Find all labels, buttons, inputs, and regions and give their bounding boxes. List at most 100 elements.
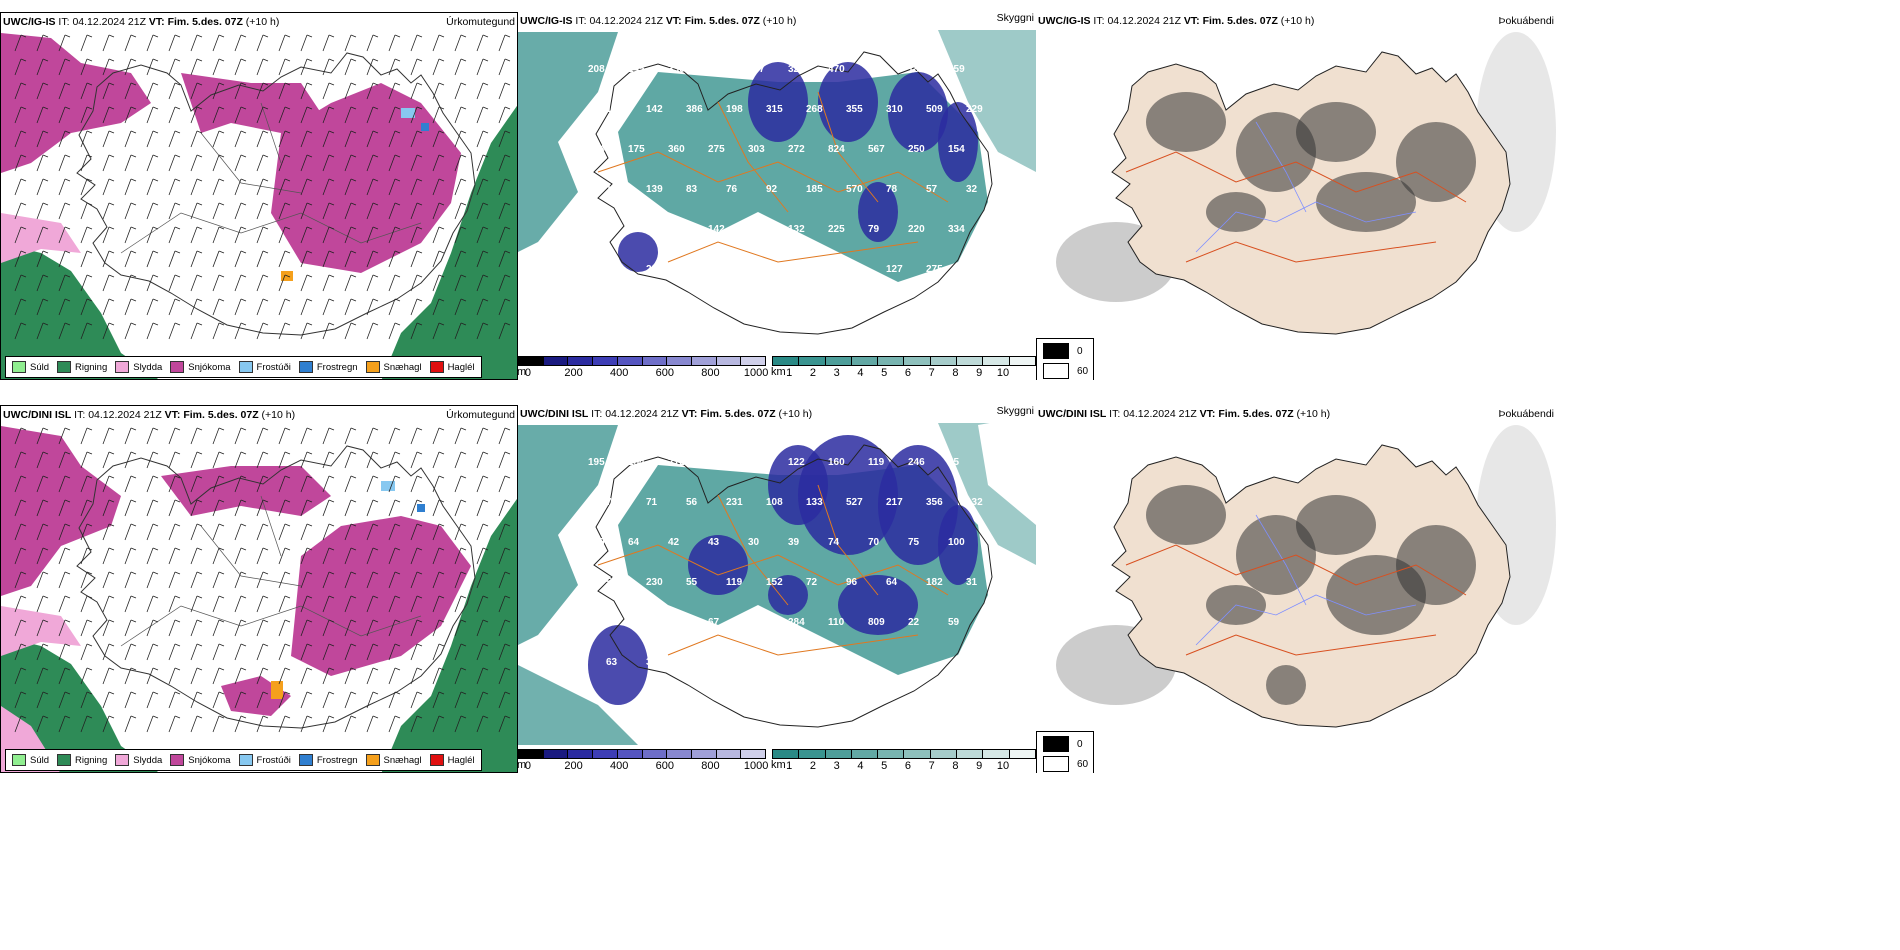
colorbar-segment: [642, 750, 668, 758]
ceiling-label: 159: [588, 537, 605, 548]
ceiling-label: 567: [868, 144, 885, 155]
ceiling-label: 212: [668, 457, 685, 468]
colorbar-unit: km: [771, 366, 786, 378]
ceiling-label: 208: [588, 64, 605, 75]
colorbar-segment: [904, 357, 931, 365]
ceiling-label: 64: [628, 537, 640, 548]
ceiling-label: 224: [588, 144, 605, 155]
legend-swatch: [429, 754, 444, 766]
ceiling-label: 127: [886, 264, 903, 275]
legend-swatch: [298, 754, 313, 766]
colorbar-tick: 2: [809, 760, 816, 772]
legend-label: Rigning: [75, 754, 108, 766]
ceiling-label: 275: [926, 264, 943, 275]
ceiling-label: 100: [948, 537, 965, 548]
ceiling-label: 31: [966, 577, 978, 588]
ceiling-label: 154: [628, 457, 645, 468]
ceiling-label: 386: [686, 104, 703, 115]
ceiling-label: 77: [846, 264, 858, 275]
ceiling-label: 63: [606, 657, 618, 668]
colorbar-tick: 10: [996, 367, 1010, 379]
legend-label: Snjókoma: [188, 754, 231, 766]
colorbar-tick: 8: [952, 367, 959, 379]
ceiling-label: 142: [708, 224, 725, 235]
ceiling-label: 198: [726, 104, 743, 115]
ceiling-label: 139: [606, 104, 623, 115]
colorbar-segment: [543, 357, 569, 365]
legend-swatch: [365, 754, 380, 766]
ceiling-label: 43: [726, 264, 738, 275]
colorbar-tick: 7: [928, 367, 935, 379]
precip-type-field: [1, 13, 517, 379]
ceiling-label: 145: [628, 64, 645, 75]
legend-label: Haglél: [447, 754, 475, 766]
legend-swatch: [429, 361, 444, 373]
colorbar-segment: [691, 750, 717, 758]
legend-item: Rigning: [57, 754, 107, 766]
ceiling-label: 22: [908, 617, 920, 628]
ceiling-label: 52: [588, 617, 600, 628]
colorbar-tick: 400: [609, 367, 629, 379]
ceiling-label: 78: [886, 184, 898, 195]
ceiling-label: 122: [788, 457, 805, 468]
ceiling-label: 355: [846, 104, 863, 115]
legend-label: Frostúði: [256, 361, 291, 373]
colorbar-tick: 9: [976, 367, 983, 379]
ceiling-label: 85: [766, 264, 778, 275]
panel-title: UWC/IG-IS IT: 04.12.2024 21Z VT: Fim. 5.…: [1038, 15, 1315, 27]
colorbar-tick: 200: [564, 367, 583, 379]
legend-swatch: [115, 754, 130, 766]
ceiling-label: 133: [806, 497, 823, 508]
legend-label: Súld: [30, 361, 50, 373]
ceiling-label: 37: [966, 264, 978, 275]
ceiling-label: 75: [908, 537, 920, 548]
ceiling-label: 180: [748, 224, 765, 235]
legend-item: Súld: [12, 361, 49, 373]
ceiling-label: 690: [588, 304, 605, 315]
ceiling-label: 83: [686, 184, 698, 195]
visibility-colorbar: 1 2 3 4 5 6 7 8 9 10 km: [771, 749, 1036, 773]
colorbar-strip: [772, 356, 1036, 366]
legend-swatch: [298, 361, 313, 373]
ceiling-colorbar: 0 200 400 600 800 1000 m: [518, 749, 768, 773]
ceiling-label: 160: [606, 184, 623, 195]
ceiling-label: 229: [966, 104, 983, 115]
ceiling-label: 110: [828, 617, 845, 628]
colorbar-tick: 600: [655, 367, 674, 379]
ceiling-label: 325: [788, 64, 805, 75]
ceiling-label: 182: [926, 577, 943, 588]
ceiling-label: 268: [806, 104, 823, 115]
ceiling-label: 56: [686, 497, 698, 508]
ceiling-label: 185: [668, 224, 685, 235]
colorbar-segment: [851, 357, 879, 365]
colorbar-tick: 600: [655, 760, 674, 772]
ceiling-label: 470: [828, 64, 845, 75]
legend-label: Slydda: [133, 754, 163, 766]
ceiling-label: 225: [828, 224, 845, 235]
colorbar-segment: [799, 357, 826, 365]
colorbar-tick: 7: [928, 760, 935, 772]
colorbar-segment: [930, 357, 958, 365]
ceiling-label: 64: [886, 577, 898, 588]
ceiling-label: 310: [886, 104, 903, 115]
variable-name: Þokuábendi: [1498, 408, 1554, 420]
legend-item: Snæhagl: [365, 361, 422, 373]
ceiling-label: 277: [606, 264, 623, 275]
colorbar-tick: 10: [996, 760, 1010, 772]
colorbar-segment: [1009, 357, 1035, 365]
ceiling-label: 121: [628, 617, 645, 628]
colorbar-tick: 2: [809, 367, 816, 379]
precip-type-legend: Súld Rigning Slydda Snjókoma Frostúði Frostre…: [5, 356, 482, 378]
colorbar-tick: 6: [904, 760, 912, 772]
ceiling-label: 315: [766, 104, 783, 115]
legend-label: Rigning: [75, 361, 108, 373]
ceiling-label: 303: [748, 144, 765, 155]
legend-label: Frostúði: [256, 754, 291, 766]
panel-title: UWC/DINI ISL IT: 04.12.2024 21Z VT: Fim.…: [3, 409, 296, 421]
fog-index-field: [1036, 405, 1556, 773]
fog-map-top: UWC/IG-IS IT: 04.12.2024 21Z VT: Fim. 5.…: [1036, 12, 1556, 380]
ceiling-label: 71: [646, 497, 658, 508]
ceiling-label: 119: [726, 577, 743, 588]
colorbar-tick: 0: [524, 760, 531, 772]
